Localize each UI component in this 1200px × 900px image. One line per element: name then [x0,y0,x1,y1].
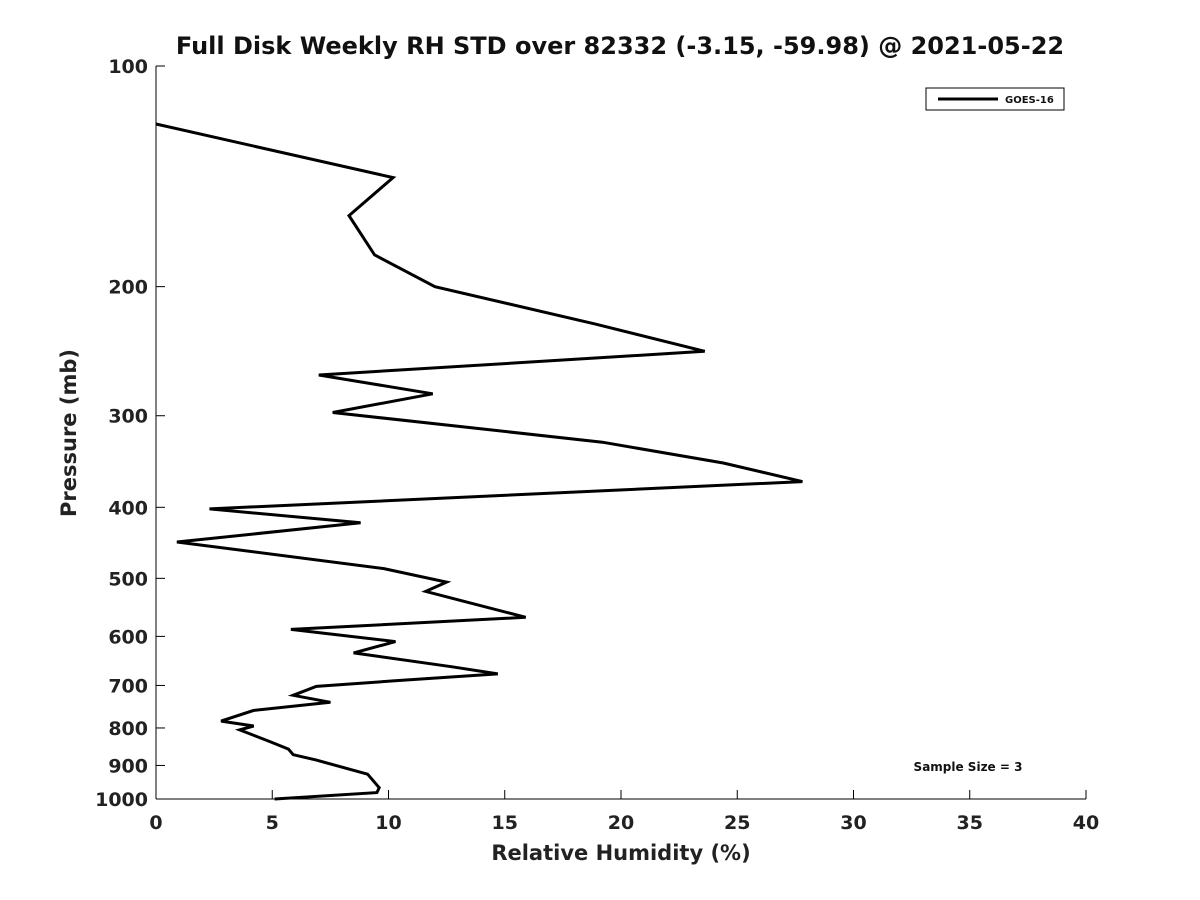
y-tick-label: 500 [108,568,148,590]
x-tick-label: 35 [957,812,983,834]
y-tick-label: 1000 [95,789,148,811]
x-ticks: 0 5 10 15 20 25 30 35 40 [149,790,1099,834]
x-tick-label: 0 [149,812,162,834]
legend-entry-goes-16: GOES-16 [1005,95,1054,106]
series-line-goes-16 [155,122,803,801]
y-tick-label: 400 [108,497,148,519]
series-group [155,122,803,801]
y-tick-label: 900 [108,755,148,777]
x-tick-label: 25 [724,812,750,834]
y-tick-label: 100 [108,56,148,78]
y-tick-label: 200 [108,277,148,299]
y-axis-label: Pressure (mb) [57,349,81,517]
x-axis-label: Relative Humidity (%) [491,841,750,865]
y-tick-label: 800 [108,718,148,740]
x-tick-label: 10 [375,812,401,834]
x-tick-label: 20 [608,812,634,834]
x-tick-label: 30 [840,812,866,834]
sample-size-annotation: Sample Size = 3 [914,760,1023,774]
y-tick-label: 700 [108,675,148,697]
legend: GOES-16 [925,87,1065,111]
chart-title: Full Disk Weekly RH STD over 82332 (-3.1… [176,32,1064,60]
y-tick-label: 300 [108,406,148,428]
x-tick-label: 15 [492,812,518,834]
y-ticks: 100 200 300 400 500 600 700 800 900 1000 [95,56,165,811]
x-tick-label: 5 [266,812,279,834]
y-tick-label: 600 [108,626,148,648]
x-tick-label: 40 [1073,812,1099,834]
